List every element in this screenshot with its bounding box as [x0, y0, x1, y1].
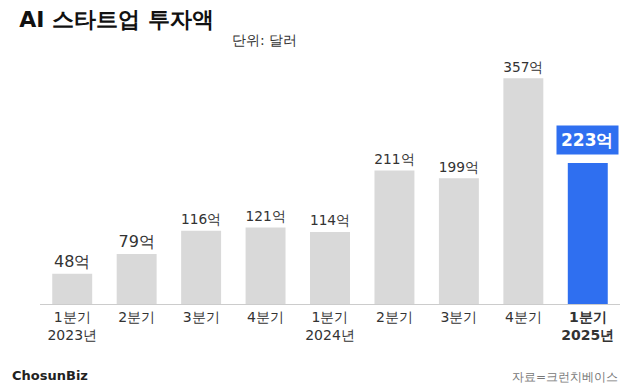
svg-text:211억: 211억: [374, 151, 414, 167]
svg-text:199억: 199억: [439, 159, 479, 175]
svg-text:단위: 달러: 단위: 달러: [232, 32, 297, 48]
svg-text:AI 스타트업 투자액: AI 스타트업 투자액: [19, 7, 214, 32]
svg-text:1분기2025년: 1분기2025년: [561, 309, 614, 343]
svg-text:1분기2024년: 1분기2024년: [305, 309, 355, 343]
svg-text:3분기: 3분기: [183, 309, 220, 325]
svg-text:4분기: 4분기: [247, 309, 284, 325]
svg-text:48억: 48억: [54, 252, 90, 271]
svg-text:357억: 357억: [503, 59, 543, 75]
svg-text:1분기2023년: 1분기2023년: [47, 309, 97, 343]
svg-text:2분기: 2분기: [118, 309, 155, 325]
svg-text:116억: 116억: [181, 211, 221, 227]
svg-text:223억: 223억: [561, 130, 614, 150]
svg-text:79억: 79억: [118, 232, 154, 251]
svg-text:114억: 114억: [310, 212, 350, 228]
svg-text:121억: 121억: [245, 208, 285, 224]
svg-text:자료=크런치베이스: 자료=크런치베이스: [512, 370, 618, 384]
svg-text:2분기: 2분기: [376, 309, 413, 325]
svg-text:3분기: 3분기: [440, 309, 477, 325]
svg-text:4분기: 4분기: [505, 309, 542, 325]
svg-text:ChosunBiz: ChosunBiz: [12, 368, 88, 383]
